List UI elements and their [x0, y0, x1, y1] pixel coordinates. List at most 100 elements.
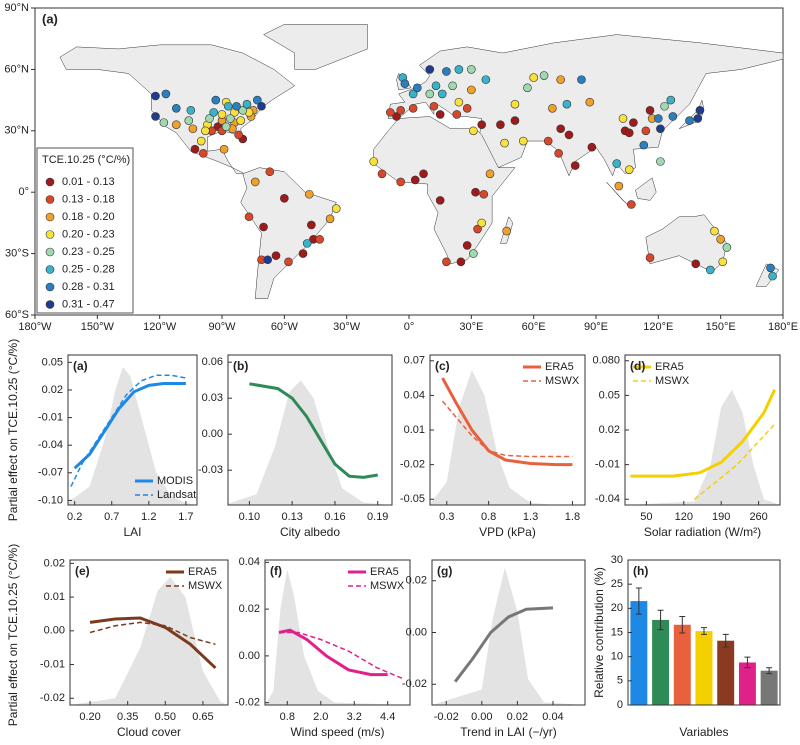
x-tick-label: 90°W	[208, 321, 236, 333]
site-point	[502, 226, 511, 236]
site-point	[481, 75, 491, 84]
site-point	[186, 106, 196, 115]
x-tick-label: 50	[640, 511, 652, 523]
site-point	[221, 122, 231, 132]
y-tick-label: 0	[617, 699, 623, 711]
y-tick-label: 0.04	[239, 556, 260, 568]
site-point	[614, 181, 624, 191]
site-point	[151, 91, 160, 101]
x-tick-label: 1.7	[178, 511, 193, 523]
panel-label: (h)	[633, 564, 648, 578]
site-point	[471, 187, 480, 197]
site-point	[298, 249, 308, 258]
legend-label: MODIS	[157, 475, 193, 487]
y-tick-label: -0.04	[595, 493, 620, 505]
x-tick-label: 0.65	[192, 711, 213, 723]
density-area	[265, 569, 410, 705]
panel-label: (d)	[630, 359, 645, 373]
site-point	[668, 112, 678, 121]
x-tick-label: 150°W	[81, 321, 115, 333]
land	[263, 24, 368, 70]
site-point	[385, 108, 395, 117]
site-point	[612, 159, 622, 168]
site-point	[188, 124, 198, 134]
bar	[673, 624, 691, 705]
legend-swatch	[45, 177, 55, 187]
x-tick-label: 0.13	[281, 511, 302, 523]
site-point	[396, 177, 405, 187]
site-point	[442, 67, 451, 76]
y-tick-label: 0.07	[404, 355, 425, 367]
legend-label: 0.01 - 0.13	[62, 176, 115, 188]
x-tick-label: 30°W	[333, 321, 361, 333]
site-point	[408, 103, 418, 113]
plot-border	[67, 354, 198, 506]
x-tick-label: 0.50	[155, 711, 176, 723]
site-point	[645, 253, 655, 262]
site-point	[556, 124, 565, 134]
x-tick-label: 60°E	[522, 321, 546, 333]
y-tick-label: 0.00	[239, 650, 260, 662]
error-bar	[722, 633, 729, 648]
y-tick-label: 0.02	[406, 575, 427, 587]
y-tick-label: -0.02	[235, 697, 260, 709]
site-point	[469, 126, 478, 136]
x-tick-label: 180°E	[768, 321, 798, 333]
x-tick-label: 120°W	[143, 321, 177, 333]
x-tick-label: 0.35	[117, 711, 138, 723]
site-point	[396, 106, 405, 115]
site-point	[452, 110, 462, 119]
error-bar	[744, 656, 751, 669]
land	[635, 177, 657, 201]
x-axis-label: VPD (kPa)	[479, 525, 536, 539]
x-tick-label: 150°E	[706, 321, 736, 333]
site-point	[171, 120, 181, 129]
x-axis-label: Solar radiation (W/m²)	[644, 525, 761, 539]
legend-label: 0.31 - 0.47	[62, 298, 115, 310]
effect-line	[441, 400, 573, 458]
x-tick-label: 60°W	[271, 321, 299, 333]
site-point	[477, 120, 487, 129]
x-tick-label: 120	[675, 511, 693, 523]
site-point	[585, 97, 595, 107]
x-tick-label: 0.10	[239, 511, 260, 523]
bar	[695, 631, 713, 705]
x-tick-label: 0.19	[367, 511, 388, 523]
site-point	[284, 257, 293, 267]
effect-line	[89, 616, 217, 669]
y-tick-label: -0.03	[198, 464, 223, 476]
bar	[760, 670, 778, 705]
site-point	[485, 169, 495, 179]
panel-label: (f)	[270, 564, 282, 578]
y-tick-label: 30°S	[5, 248, 29, 260]
x-tick-label: 0.16	[324, 511, 345, 523]
site-point	[654, 114, 663, 123]
y-tick-label: 0.02	[599, 424, 620, 436]
x-tick-label: 0.04	[542, 711, 563, 723]
site-point	[442, 257, 451, 267]
x-tick-label: 0.00	[471, 711, 492, 723]
site-point	[161, 89, 171, 99]
y-tick-label: 0.05	[599, 389, 620, 401]
legend-swatch	[45, 230, 55, 239]
site-point	[236, 116, 245, 125]
y-tick-label: 0.02	[42, 384, 63, 396]
density-area	[70, 576, 228, 705]
effect-line	[73, 382, 186, 470]
site-point	[244, 212, 254, 222]
error-bar	[701, 627, 707, 635]
site-point	[201, 126, 210, 136]
y-axis-label: Partial effect on TCE.10.25 (°C/%)	[6, 339, 20, 521]
y-tick-label: 60°N	[4, 63, 29, 75]
legend-swatch	[45, 300, 55, 309]
site-point	[435, 196, 445, 205]
legend-swatch	[45, 247, 55, 257]
site-point	[500, 138, 509, 148]
y-tick-label: -0.02	[40, 692, 65, 704]
site-point	[539, 71, 549, 80]
site-point	[151, 112, 160, 121]
effect-line	[453, 606, 554, 683]
y-tick-label: 0.05	[42, 356, 63, 368]
error-bar	[635, 587, 642, 615]
x-tick-label: 0.3	[439, 511, 454, 523]
